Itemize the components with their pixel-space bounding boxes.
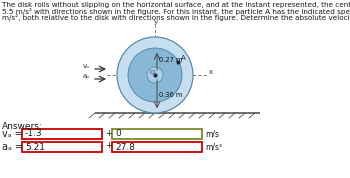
Text: m/s², both relative to the disk with directions shown in the figure. Determine t: m/s², both relative to the disk with dir… bbox=[2, 14, 350, 21]
Text: x: x bbox=[209, 69, 213, 75]
FancyBboxPatch shape bbox=[22, 129, 102, 139]
Text: aₐ =: aₐ = bbox=[2, 142, 23, 152]
Text: 5.5 m/s² with directions shown in the figure. For this instant, the particle A h: 5.5 m/s² with directions shown in the fi… bbox=[2, 8, 350, 15]
Text: O: O bbox=[150, 70, 155, 75]
Text: 0: 0 bbox=[115, 130, 121, 138]
Text: m/s: m/s bbox=[205, 130, 219, 138]
Text: -1.3: -1.3 bbox=[25, 130, 43, 138]
Circle shape bbox=[128, 48, 182, 102]
Text: 27.8: 27.8 bbox=[115, 143, 135, 151]
Text: y: y bbox=[154, 19, 158, 25]
Text: A: A bbox=[181, 56, 186, 62]
Text: 0.27 m: 0.27 m bbox=[159, 57, 182, 63]
Text: 5.21: 5.21 bbox=[25, 143, 45, 151]
Text: 0.36 m: 0.36 m bbox=[159, 92, 182, 98]
Text: vₐ =: vₐ = bbox=[2, 129, 23, 139]
FancyBboxPatch shape bbox=[112, 142, 202, 152]
FancyBboxPatch shape bbox=[22, 142, 102, 152]
Text: +: + bbox=[105, 129, 112, 137]
Text: m/s²: m/s² bbox=[205, 143, 222, 151]
Text: vₒ: vₒ bbox=[83, 63, 90, 69]
Circle shape bbox=[117, 37, 193, 113]
Text: Answers:: Answers: bbox=[2, 122, 43, 131]
Text: aₒ: aₒ bbox=[83, 73, 90, 79]
Text: The disk rolls without slipping on the horizontal surface, and at the instant re: The disk rolls without slipping on the h… bbox=[2, 2, 350, 8]
Text: +: + bbox=[105, 142, 112, 151]
FancyBboxPatch shape bbox=[112, 129, 202, 139]
Circle shape bbox=[147, 67, 163, 83]
